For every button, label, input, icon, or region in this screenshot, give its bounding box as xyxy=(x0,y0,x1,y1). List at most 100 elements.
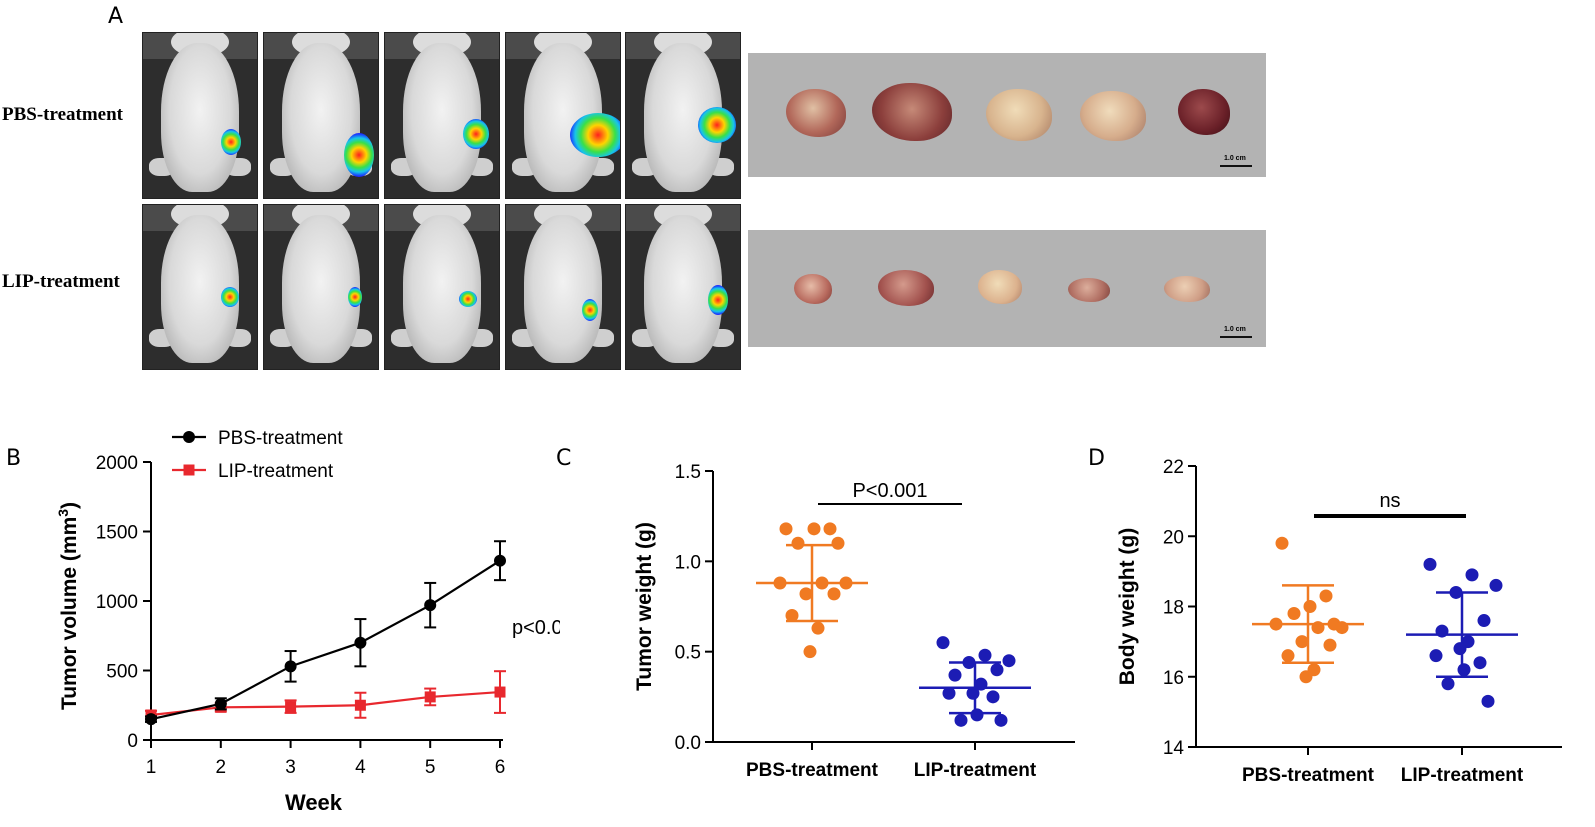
data-point xyxy=(424,599,437,612)
data-point xyxy=(779,522,793,536)
data-point xyxy=(1457,663,1471,677)
data-point xyxy=(994,713,1008,727)
data-point xyxy=(803,645,817,659)
x-tick-label: 5 xyxy=(425,757,436,778)
y-tick-label: 2000 xyxy=(96,453,138,474)
data-point xyxy=(807,522,821,536)
scale-bar xyxy=(1220,165,1252,167)
panel-letter-b: B xyxy=(6,446,22,471)
luminescence-signal xyxy=(463,119,489,149)
y-tick-label: 20 xyxy=(1163,527,1184,548)
data-point xyxy=(1453,642,1467,656)
series-line-pbs xyxy=(150,559,501,721)
tumor-specimen xyxy=(978,270,1022,304)
data-point xyxy=(214,697,227,710)
series-line-lip xyxy=(150,690,501,717)
tumor-specimen xyxy=(872,83,952,141)
significance-annotation: p<0.05 xyxy=(512,617,560,639)
data-point xyxy=(970,708,984,722)
data-point xyxy=(831,536,845,550)
data-point xyxy=(285,701,297,713)
scale-bar xyxy=(1220,336,1252,338)
y-tick-label: 1.5 xyxy=(675,462,701,483)
mouse-bioluminescence-image xyxy=(384,32,500,199)
tumor-specimen xyxy=(1164,276,1210,302)
y-tick-label: 14 xyxy=(1163,738,1185,759)
luminescence-signal xyxy=(344,133,374,177)
x-tick-label: LIP-treatment xyxy=(1401,765,1524,786)
tumor-specimen xyxy=(878,270,934,306)
tumor-weight-scatter-chart: 0.0 0.5 1.0 1.5 PBS-treatment LIP-treatment Tu… xyxy=(633,462,1075,781)
luminescence-signal xyxy=(570,113,620,157)
panel-letter-d: D xyxy=(1088,446,1105,471)
excised-tumors-photo-lip: 1.0 cm xyxy=(748,230,1266,347)
data-point xyxy=(1319,589,1333,603)
data-point xyxy=(966,686,980,700)
mouse-bioluminescence-image xyxy=(505,32,621,199)
tumor-specimen xyxy=(1068,278,1110,302)
data-point xyxy=(811,621,825,635)
tumor-specimen xyxy=(794,274,832,304)
data-point xyxy=(424,691,436,703)
excised-tumors-photo-pbs: 1.0 cm xyxy=(748,53,1266,177)
data-point xyxy=(785,609,799,623)
data-point xyxy=(1449,585,1463,599)
row-label-lip: LIP-treatment xyxy=(2,271,120,292)
panel-letter-c: C xyxy=(556,446,572,471)
data-point xyxy=(284,660,297,673)
data-point xyxy=(799,587,813,601)
y-tick-label: 0 xyxy=(127,731,138,752)
data-point xyxy=(1441,677,1455,691)
luminescence-signal xyxy=(221,129,241,155)
y-axis-title: Tumor volume (mm3) xyxy=(55,502,81,710)
tumor-specimen xyxy=(786,89,846,137)
tumor-volume-line-chart: 0 500 1000 1500 2000 1 2 3 4 5 6 Week Tumor volume (… xyxy=(55,428,560,815)
x-tick-label: 2 xyxy=(216,757,227,778)
data-point xyxy=(1481,694,1495,708)
data-point xyxy=(354,699,366,711)
legend-label: PBS-treatment xyxy=(218,428,343,449)
y-tick-label: 500 xyxy=(106,662,138,683)
y-tick-label: 18 xyxy=(1163,598,1184,619)
luminescence-signal xyxy=(698,107,736,143)
y-tick-label: 0.0 xyxy=(675,733,701,754)
y-tick-label: 0.5 xyxy=(675,643,701,664)
mouse-bioluminescence-image xyxy=(505,204,621,370)
y-tick-label: 1.0 xyxy=(675,552,701,573)
x-tick-label: 1 xyxy=(146,757,157,778)
data-point xyxy=(942,686,956,700)
x-tick-label: 6 xyxy=(495,757,506,778)
body-weight-scatter-chart: 14 16 18 20 22 PBS-treatment LIP-treatment Body… xyxy=(1116,457,1562,786)
mouse-bioluminescence-image xyxy=(625,32,741,199)
data-point xyxy=(1423,557,1437,571)
data-point xyxy=(954,713,968,727)
data-point xyxy=(1299,670,1313,684)
legend-marker xyxy=(183,464,195,476)
data-point xyxy=(823,522,837,536)
data-point xyxy=(1323,638,1337,652)
x-axis-title: Week xyxy=(285,790,343,815)
x-tick-label: 4 xyxy=(355,757,366,778)
legend-marker xyxy=(183,431,195,443)
y-tick-label: 1000 xyxy=(96,592,138,613)
data-point xyxy=(1303,600,1317,613)
significance-annotation: P<0.001 xyxy=(852,480,927,502)
scale-bar-label: 1.0 cm xyxy=(1224,326,1246,333)
data-point xyxy=(990,663,1004,677)
panel-letter-a: A xyxy=(108,4,124,29)
mouse-bioluminescence-image xyxy=(384,204,500,370)
y-tick-label: 16 xyxy=(1163,668,1184,689)
x-tick-label: PBS-treatment xyxy=(1242,765,1375,786)
scale-bar-label: 1.0 cm xyxy=(1224,155,1246,162)
x-tick-label: 3 xyxy=(285,757,296,778)
data-point xyxy=(145,713,157,726)
data-point xyxy=(936,636,950,650)
luminescence-signal xyxy=(221,287,239,307)
data-point xyxy=(978,648,992,662)
luminescence-signal xyxy=(582,299,598,321)
y-axis-title: Tumor weight (g) xyxy=(633,522,656,691)
data-point xyxy=(1489,578,1503,592)
data-point xyxy=(1002,654,1016,668)
data-point xyxy=(827,587,841,601)
x-tick-label: LIP-treatment xyxy=(914,760,1037,781)
